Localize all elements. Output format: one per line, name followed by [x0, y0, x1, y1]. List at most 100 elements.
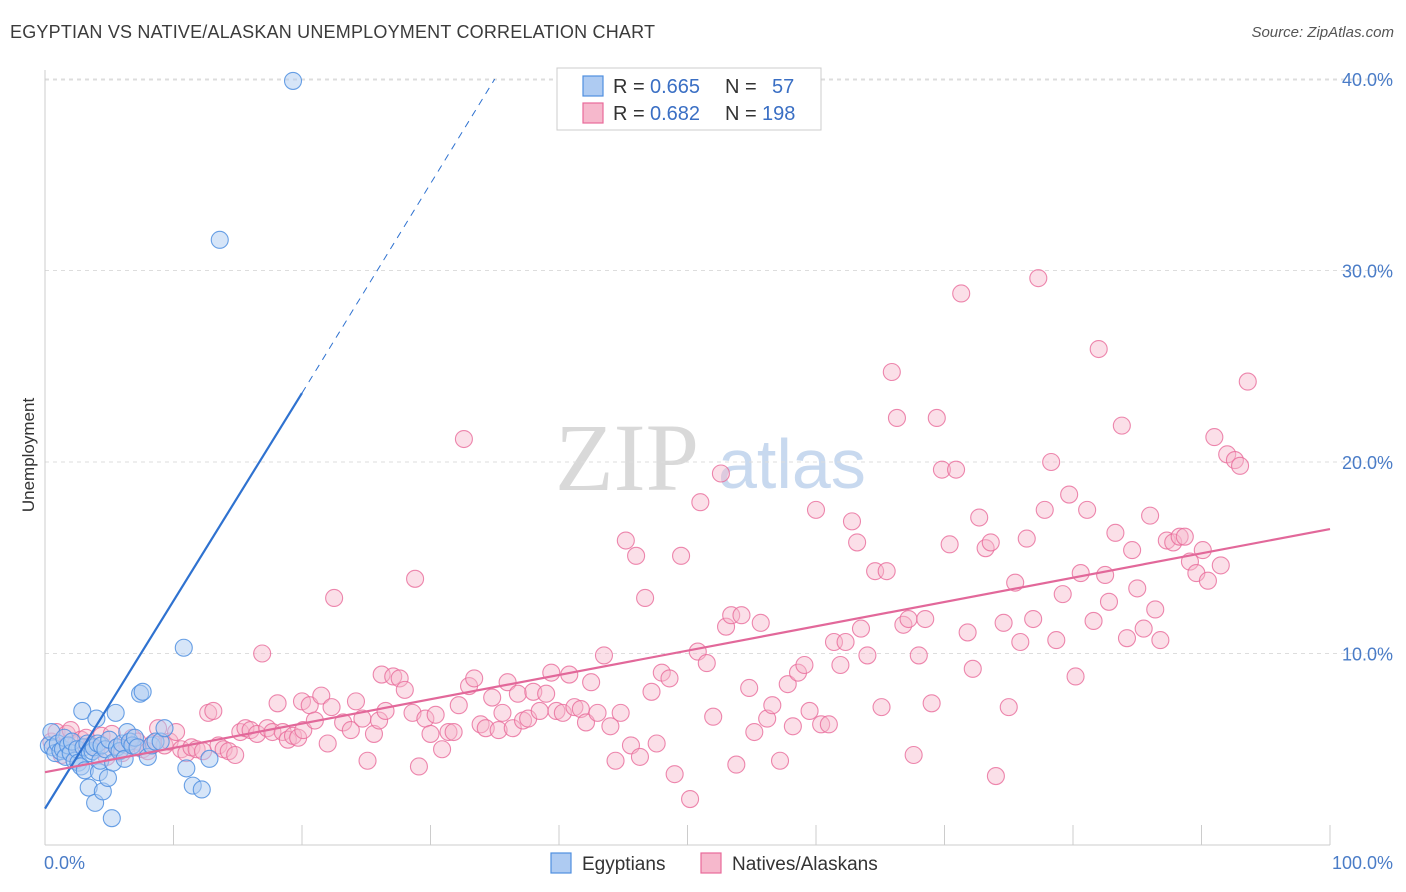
natives-point-74: [433, 740, 452, 759]
natives-point-153: [887, 408, 907, 428]
natives-point-165: [958, 623, 977, 642]
natives-point-182: [1060, 485, 1079, 504]
natives-point-85: [493, 703, 512, 722]
natives-point-138: [800, 701, 819, 721]
natives-point-87: [503, 719, 522, 738]
natives-point-132: [763, 696, 782, 715]
egyptians-trend-extension: [301, 78, 496, 394]
egyptians-point-47: [133, 682, 152, 701]
natives-point-176: [1024, 609, 1043, 629]
natives-point-31: [204, 701, 223, 721]
natives-point-64: [376, 701, 395, 721]
axes: [44, 70, 1331, 846]
natives-point-40: [253, 644, 272, 663]
legend-r-label-egyptians: R =: [613, 76, 645, 98]
natives-point-187: [1089, 339, 1108, 359]
natives-point-129: [745, 722, 764, 742]
natives-point-53: [318, 734, 337, 753]
natives-point-105: [606, 751, 625, 770]
natives-point-205: [1193, 541, 1212, 560]
natives-point-92: [530, 701, 549, 721]
natives-point-207: [1205, 428, 1224, 447]
natives-point-128: [740, 678, 759, 698]
natives-point-211: [1231, 456, 1250, 475]
natives-point-123: [711, 464, 730, 483]
natives-point-75: [439, 722, 458, 742]
natives-point-121: [697, 654, 716, 673]
egyptians-point-57: [200, 749, 219, 768]
source-label: Source: ZipAtlas.com: [1251, 24, 1394, 41]
natives-point-162: [940, 535, 959, 554]
natives-point-195: [1134, 619, 1153, 638]
natives-point-150: [872, 698, 891, 717]
egyptians-trend-line: [44, 392, 303, 810]
bottom-legend-label-egyptians: Egyptians: [582, 854, 665, 875]
natives-point-208: [1211, 556, 1230, 575]
natives-point-126: [727, 755, 746, 774]
natives-point-83: [483, 688, 502, 707]
chart-title: EGYPTIAN VS NATIVE/ALASKAN UNEMPLOYMENT …: [10, 22, 656, 42]
natives-point-174: [1011, 632, 1030, 652]
natives-point-161: [932, 460, 951, 479]
natives-point-186: [1084, 611, 1103, 630]
watermark-atlas: atlas: [718, 425, 866, 503]
natives-point-185: [1078, 500, 1097, 519]
natives-point-77: [449, 696, 468, 715]
egyptians-point-32: [98, 768, 118, 788]
natives-point-66: [390, 669, 409, 688]
natives-point-197: [1146, 600, 1165, 619]
y-tick-label-3: 40.0%: [1342, 70, 1393, 90]
natives-point-167: [970, 508, 989, 527]
natives-point-116: [665, 765, 684, 784]
x-tick-label-max: 100.0%: [1332, 853, 1393, 873]
natives-point-158: [916, 609, 935, 629]
natives-point-155: [899, 609, 918, 629]
egyptians-point-53: [174, 638, 193, 657]
legend-n-value-egyptians: 57: [772, 76, 794, 98]
natives-alaskans-points: [42, 269, 1257, 809]
natives-point-189: [1099, 592, 1119, 611]
natives-point-171: [994, 613, 1013, 632]
natives-trend-line: [44, 527, 1331, 774]
legend-r-value-natives: 0.682: [650, 103, 700, 125]
natives-point-120: [691, 493, 710, 512]
natives-point-109: [627, 546, 646, 565]
natives-point-70: [409, 757, 428, 776]
natives-point-175: [1017, 529, 1036, 548]
bottom-legend-swatch-natives: [700, 852, 722, 874]
natives-point-151: [877, 562, 896, 581]
natives-point-52: [312, 686, 331, 705]
natives-point-73: [426, 705, 445, 724]
watermark-zip: ZIP: [555, 404, 699, 511]
natives-point-110: [630, 747, 650, 766]
natives-point-118: [681, 789, 700, 809]
trend-lines: [44, 78, 1331, 810]
natives-point-141: [819, 715, 838, 734]
natives-point-69: [406, 569, 425, 588]
egyptians-point-58: [210, 230, 229, 249]
y-tick-label-0: 10.0%: [1342, 645, 1393, 665]
natives-point-194: [1128, 579, 1147, 598]
natives-point-43: [268, 694, 287, 713]
natives-point-157: [909, 646, 928, 665]
natives-point-144: [836, 632, 855, 652]
natives-point-136: [788, 663, 808, 682]
natives-point-143: [831, 655, 850, 675]
natives-point-139: [806, 500, 826, 519]
natives-point-124: [716, 617, 736, 636]
natives-point-106: [611, 703, 630, 722]
natives-point-166: [963, 659, 982, 678]
natives-point-115: [660, 669, 679, 688]
natives-point-76: [444, 722, 463, 742]
egyptians-point-34: [102, 809, 121, 828]
egyptians-point-16: [73, 701, 92, 721]
bottom-legend-swatch-egyptians: [550, 852, 572, 874]
natives-point-130: [751, 613, 770, 632]
natives-point-125: [722, 606, 741, 625]
natives-point-183: [1066, 667, 1085, 686]
natives-point-54: [322, 698, 341, 717]
natives-point-67: [395, 680, 414, 699]
natives-point-170: [986, 767, 1005, 786]
natives-point-210: [1225, 451, 1244, 470]
